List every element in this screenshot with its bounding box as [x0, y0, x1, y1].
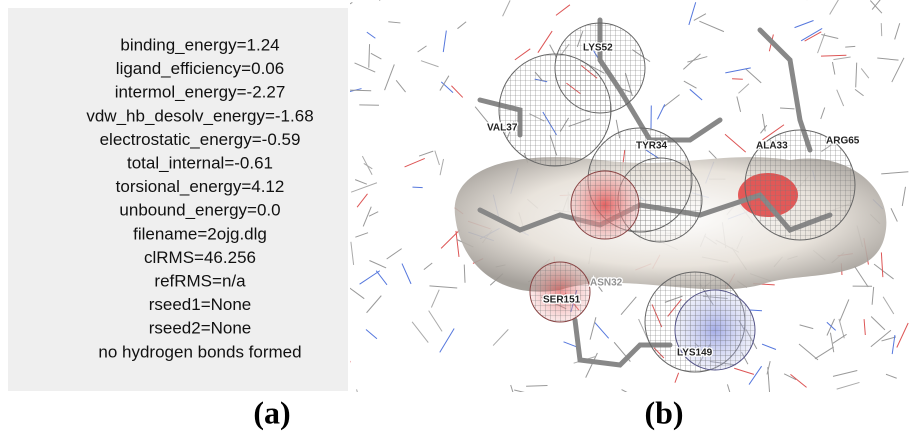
residue-label: TYR34	[636, 141, 668, 152]
energy-line: filename=2ojg.dlg	[133, 224, 267, 243]
caption: (b)	[644, 394, 683, 430]
residue-label: LYS52	[583, 43, 613, 54]
residue-label: ARG65	[826, 136, 860, 147]
energy-line: ligand_efficiency=0.06	[116, 59, 284, 78]
panel-b: LYS52 VAL37 TYR34 ALA33 ARG65 ASN32 SER1…	[335, 0, 915, 410]
energy-line: intermol_energy=-2.27	[115, 83, 286, 102]
energy-line: total_internal=-0.61	[127, 153, 273, 172]
bond	[412, 187, 422, 188]
bond	[357, 389, 363, 410]
energy-line: no hydrogen bonds formed	[98, 342, 301, 361]
energy-line: rseed1=None	[149, 295, 252, 314]
energy-line: electrostatic_energy=-0.59	[100, 130, 301, 149]
energy-line: refRMS=n/a	[154, 271, 246, 290]
residue-label: VAL37	[487, 123, 518, 134]
mesh-sphere	[571, 171, 639, 239]
energy-line: torsional_energy=4.12	[116, 177, 285, 196]
residue-label: LYS149	[677, 348, 713, 359]
caption: (a)	[253, 394, 290, 430]
figure: binding_energy=1.24 ligand_efficiency=0.0…	[0, 0, 915, 434]
mesh-sphere	[530, 262, 590, 322]
energy-line: clRMS=46.256	[144, 248, 256, 267]
energy-line: vdw_hb_desolv_energy=-1.68	[86, 106, 313, 125]
residue-label: ASN32	[590, 278, 623, 289]
residue-label: ALA33	[756, 141, 788, 152]
figure-svg: binding_energy=1.24 ligand_efficiency=0.0…	[0, 0, 915, 434]
residue-label: SER151	[543, 295, 581, 306]
energy-line: rseed2=None	[149, 319, 252, 338]
mesh-sphere	[555, 23, 645, 113]
bond	[845, 46, 855, 47]
energy-line: unbound_energy=0.0	[119, 201, 280, 220]
energy-line: binding_energy=1.24	[120, 35, 279, 54]
